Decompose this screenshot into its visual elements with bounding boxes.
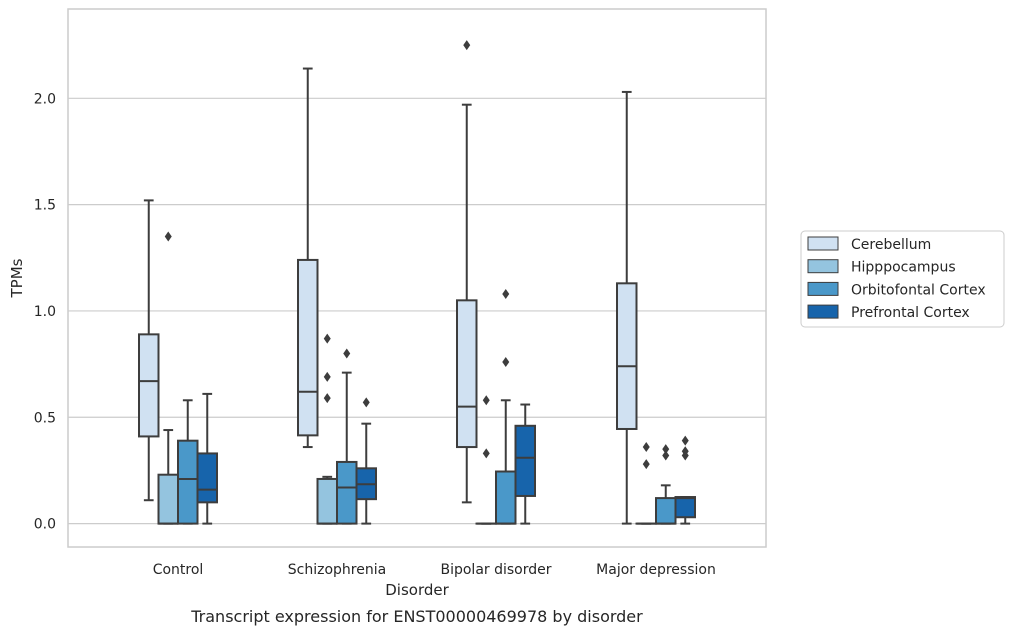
x-tick-label: Control [153,562,204,578]
box [674,435,696,525]
box [316,333,338,525]
box [138,199,160,502]
legend-entry: Hipppocampus [807,259,956,276]
outlier-point [662,444,670,455]
legend-label: Orbitofontal Cortex [851,282,986,298]
outlier-point [164,231,172,242]
outlier-point [323,333,331,344]
outlier-point [482,395,490,406]
box-body [297,258,319,437]
outlier-point [642,459,650,470]
box [616,90,638,525]
outlier-point [482,448,490,459]
outlier-point [343,348,351,359]
box-group [138,199,218,525]
legend-entry: Orbitofontal Cortex [807,281,986,298]
outlier-point [323,393,331,404]
box [635,442,657,525]
box-body [157,473,179,525]
outlier-point [681,446,689,457]
legend-frame [800,230,1005,328]
box-body [177,439,199,525]
plot-area-frame [67,8,767,548]
box [297,67,319,449]
legend-label: Cerebellum [851,237,931,253]
x-axis-ticks: Control Schizophrenia Bipolar disorder Majo… [153,562,716,578]
box [514,403,536,525]
outlier-point [662,450,670,461]
box-body [495,470,517,525]
legend-label: Hipppocampus [851,260,956,276]
box-group [616,90,696,525]
box [655,444,677,525]
legend-entry: Cerebellum [807,236,931,253]
x-tick-label: Schizophrenia [288,562,386,578]
box [157,231,179,525]
legend-swatch [807,281,839,296]
outlier-point [502,288,510,299]
outlier-point [502,356,510,367]
box-body [456,299,478,449]
box [177,399,199,525]
y-tick-label: 2.0 [34,91,56,107]
legend-swatch [807,304,839,319]
outlier-point [323,371,331,382]
box-body [674,496,696,519]
outlier-point [362,397,370,408]
y-tick-label: 0.5 [34,410,56,426]
box-body [655,497,677,525]
box-group [456,40,536,525]
y-tick-label: 1.5 [34,198,56,214]
box [475,395,497,525]
outlier-point [642,442,650,453]
y-tick-label: 1.0 [34,304,56,320]
y-axis-ticks: 0.0 0.5 1.0 1.5 2.0 [34,91,56,532]
x-tick-label: Bipolar disorder [440,562,551,578]
box-body [196,452,218,504]
y-tick-label: 0.0 [34,517,56,533]
box-body [316,477,338,525]
outlier-point [463,40,471,51]
legend-entry: Prefrontal Cortex [807,304,970,321]
box-group [297,67,377,525]
box [336,348,358,525]
box-body [616,282,638,430]
legend-swatch [807,236,839,251]
y-axis-label: TPMs [8,258,26,298]
box [196,392,218,525]
box-body [514,424,536,497]
grid-lines [68,97,766,525]
x-axis-label: Disorder [385,581,449,599]
chart-caption: Transcript expression for ENST0000046997… [190,607,643,626]
legend-swatch [807,259,839,274]
box-body [336,460,358,525]
legend: Cerebellum Hipppocampus Orbitofontal Corte… [800,230,1005,328]
box [355,397,377,525]
box [456,40,478,504]
box-body [138,333,160,438]
outlier-point [681,435,689,446]
box-groups [138,40,696,525]
x-tick-label: Major depression [596,562,716,578]
box [495,288,517,525]
legend-label: Prefrontal Cortex [851,305,970,321]
